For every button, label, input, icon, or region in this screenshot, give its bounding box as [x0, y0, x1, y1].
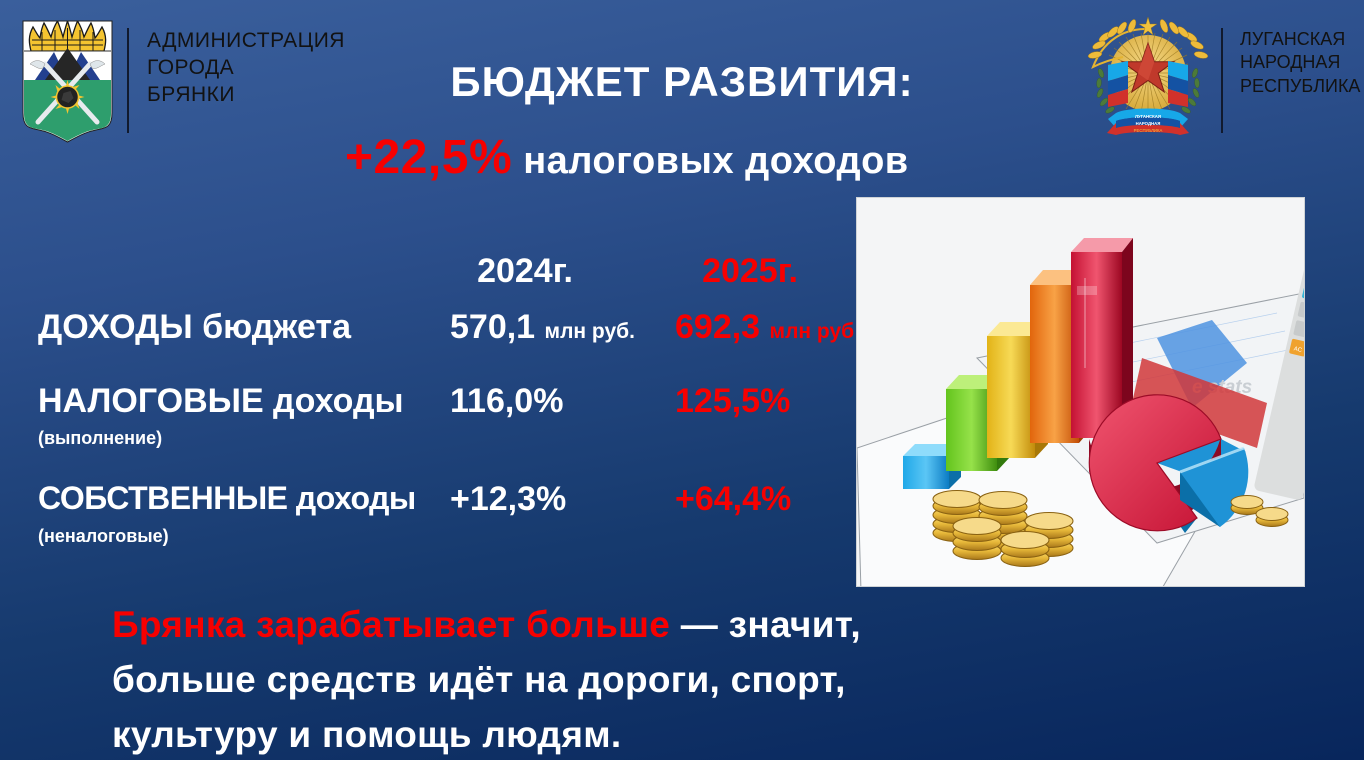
svg-text:НАРОДНАЯ: НАРОДНАЯ	[1136, 121, 1161, 126]
svg-text:ЛУГАНСКАЯ: ЛУГАНСКАЯ	[1135, 114, 1161, 119]
